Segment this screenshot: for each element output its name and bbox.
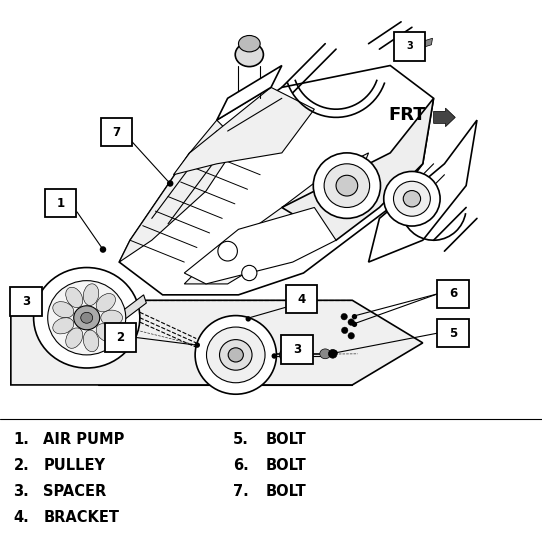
Text: BRACKET: BRACKET <box>43 509 119 525</box>
Ellipse shape <box>53 318 74 334</box>
Ellipse shape <box>33 306 41 314</box>
Ellipse shape <box>66 287 83 307</box>
Ellipse shape <box>328 349 337 358</box>
Text: 1.: 1. <box>14 432 29 447</box>
Text: BOLT: BOLT <box>266 484 306 499</box>
Polygon shape <box>369 120 477 262</box>
Polygon shape <box>119 66 434 295</box>
Ellipse shape <box>313 153 380 218</box>
Text: BOLT: BOLT <box>266 432 306 447</box>
Text: AIR PUMP: AIR PUMP <box>43 432 125 447</box>
Text: 5: 5 <box>449 327 457 340</box>
FancyBboxPatch shape <box>101 118 132 146</box>
Text: 2: 2 <box>117 331 124 344</box>
FancyBboxPatch shape <box>45 189 76 217</box>
Text: 3.: 3. <box>14 484 29 499</box>
Ellipse shape <box>228 348 243 362</box>
Ellipse shape <box>352 314 357 319</box>
Ellipse shape <box>96 324 115 342</box>
Text: 6: 6 <box>449 287 457 300</box>
Text: 3: 3 <box>293 343 301 356</box>
Text: BOLT: BOLT <box>266 458 306 473</box>
Ellipse shape <box>81 312 93 323</box>
Polygon shape <box>217 66 282 120</box>
Ellipse shape <box>242 265 257 281</box>
Polygon shape <box>122 295 146 319</box>
Polygon shape <box>119 120 238 262</box>
Ellipse shape <box>218 241 237 261</box>
Ellipse shape <box>280 347 297 363</box>
Ellipse shape <box>195 342 200 348</box>
Ellipse shape <box>167 180 173 187</box>
Ellipse shape <box>29 306 34 312</box>
FancyBboxPatch shape <box>286 285 317 313</box>
FancyBboxPatch shape <box>105 323 136 352</box>
Polygon shape <box>184 207 336 284</box>
Ellipse shape <box>341 327 348 334</box>
Ellipse shape <box>53 301 74 318</box>
Text: 6.: 6. <box>233 458 249 473</box>
Ellipse shape <box>74 306 100 330</box>
Ellipse shape <box>348 319 354 325</box>
Ellipse shape <box>341 313 347 320</box>
Ellipse shape <box>100 246 106 253</box>
Text: 7: 7 <box>113 126 120 139</box>
Ellipse shape <box>272 353 277 359</box>
Polygon shape <box>173 87 314 175</box>
Text: 4.: 4. <box>14 509 29 525</box>
FancyArrow shape <box>434 108 455 127</box>
Ellipse shape <box>83 284 99 305</box>
Ellipse shape <box>220 340 252 370</box>
Ellipse shape <box>393 181 430 216</box>
Ellipse shape <box>246 316 251 322</box>
Text: 4: 4 <box>297 293 306 306</box>
Text: SPACER: SPACER <box>43 484 107 499</box>
Ellipse shape <box>96 294 115 312</box>
Text: 5.: 5. <box>233 432 249 447</box>
FancyBboxPatch shape <box>437 280 469 308</box>
Polygon shape <box>0 0 542 419</box>
Ellipse shape <box>66 328 83 348</box>
Text: 1: 1 <box>57 197 64 210</box>
Polygon shape <box>423 38 433 48</box>
Ellipse shape <box>384 171 440 226</box>
FancyBboxPatch shape <box>394 32 425 61</box>
Ellipse shape <box>195 316 276 394</box>
Ellipse shape <box>235 43 263 67</box>
Text: 3: 3 <box>22 295 30 308</box>
Ellipse shape <box>403 191 421 207</box>
Text: 3: 3 <box>406 41 413 51</box>
Polygon shape <box>184 153 369 284</box>
Ellipse shape <box>324 164 370 207</box>
Ellipse shape <box>207 327 265 383</box>
Text: 7.: 7. <box>233 484 249 499</box>
FancyBboxPatch shape <box>437 319 469 347</box>
Ellipse shape <box>297 349 310 361</box>
Ellipse shape <box>83 330 99 352</box>
Ellipse shape <box>348 333 354 339</box>
Ellipse shape <box>101 310 122 325</box>
Ellipse shape <box>238 35 260 52</box>
FancyBboxPatch shape <box>10 287 42 316</box>
Ellipse shape <box>352 322 357 327</box>
Text: 2.: 2. <box>14 458 29 473</box>
Ellipse shape <box>48 281 126 355</box>
Polygon shape <box>282 98 434 240</box>
Ellipse shape <box>336 175 358 196</box>
Text: FRT: FRT <box>389 106 427 123</box>
Text: PULLEY: PULLEY <box>43 458 105 473</box>
Ellipse shape <box>332 350 338 355</box>
Ellipse shape <box>34 268 140 368</box>
Polygon shape <box>11 300 423 385</box>
Ellipse shape <box>320 349 331 359</box>
FancyBboxPatch shape <box>281 335 313 364</box>
